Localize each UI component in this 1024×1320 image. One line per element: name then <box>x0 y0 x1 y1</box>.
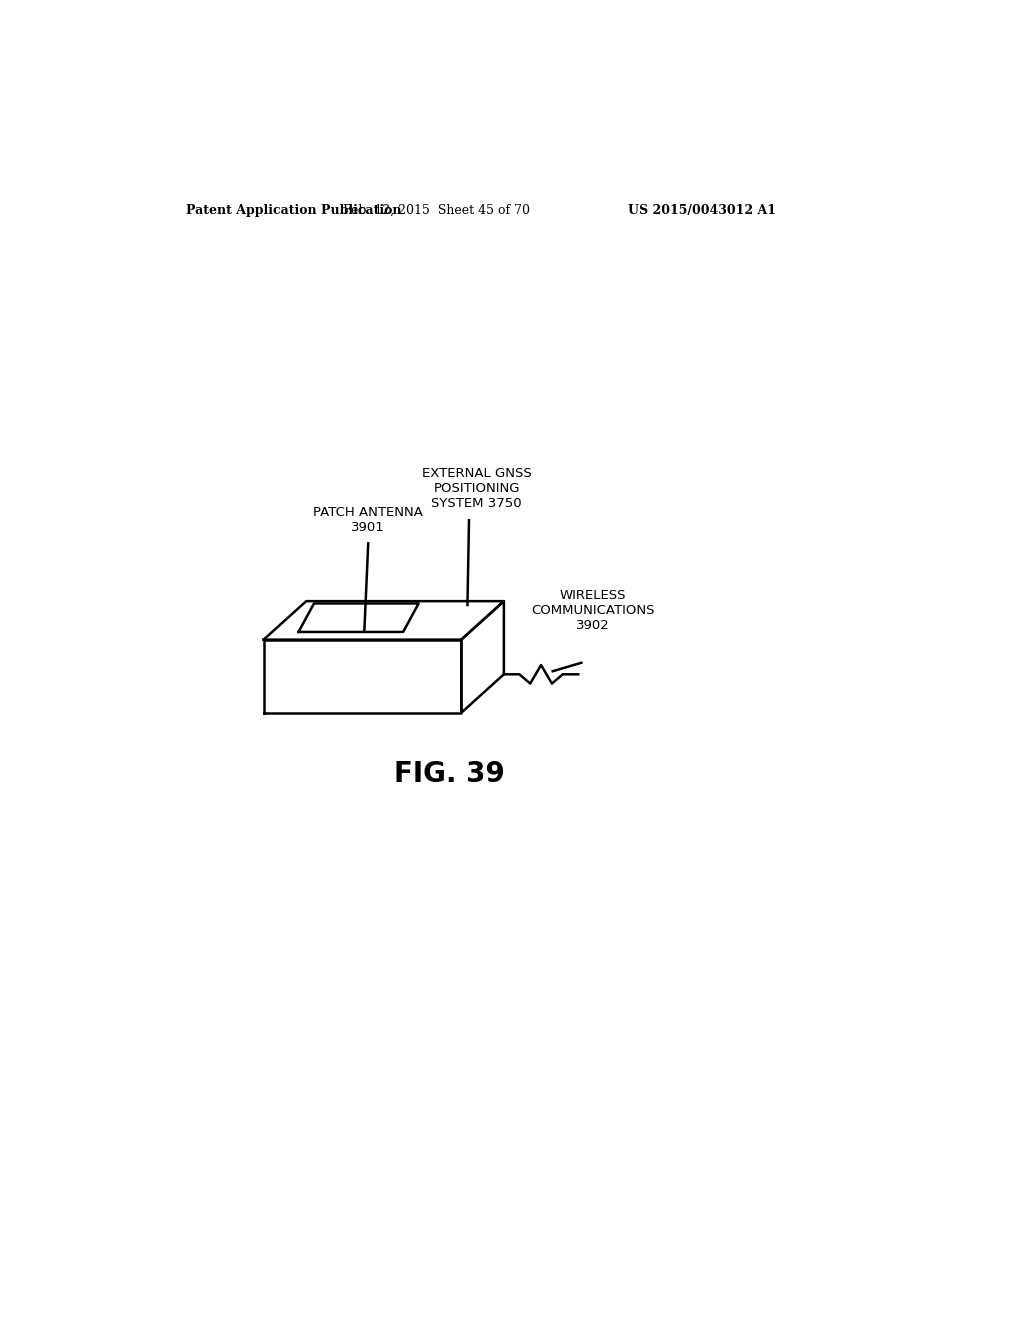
Text: EXTERNAL GNSS
POSITIONING
SYSTEM 3750: EXTERNAL GNSS POSITIONING SYSTEM 3750 <box>422 466 531 510</box>
Text: Patent Application Publication: Patent Application Publication <box>186 205 401 218</box>
Text: PATCH ANTENNA
3901: PATCH ANTENNA 3901 <box>313 506 423 535</box>
Text: Feb. 12, 2015  Sheet 45 of 70: Feb. 12, 2015 Sheet 45 of 70 <box>343 205 530 218</box>
Text: WIRELESS
COMMUNICATIONS
3902: WIRELESS COMMUNICATIONS 3902 <box>531 589 654 632</box>
Text: US 2015/0043012 A1: US 2015/0043012 A1 <box>628 205 776 218</box>
Text: FIG. 39: FIG. 39 <box>394 760 505 788</box>
